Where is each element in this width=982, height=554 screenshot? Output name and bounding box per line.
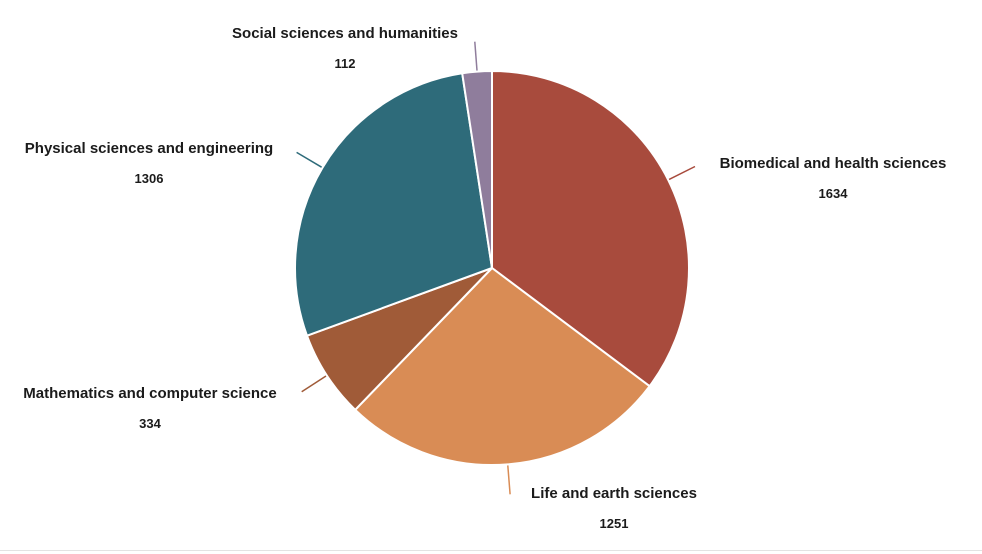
leader-line-3	[296, 151, 322, 168]
slice-value-text: 1634	[818, 185, 848, 201]
slice-value-text: 334	[139, 415, 161, 431]
slice-label-life-earth: Life and earth sciences 1251	[464, 485, 764, 531]
bottom-divider	[0, 550, 982, 551]
slice-label-biomedical: Biomedical and health sciences 1634	[690, 155, 976, 201]
slice-label-mathematics: Mathematics and computer science 334	[0, 385, 300, 431]
pie-slice-4[interactable]	[461, 70, 493, 269]
slice-label-text: Physical sciences and engineering	[24, 140, 274, 157]
slice-value-text: 112	[334, 55, 356, 71]
slice-value-text: 1251	[599, 515, 629, 531]
pie-slice-0[interactable]	[491, 70, 690, 388]
slice-label-social: Social sciences and humanities 112	[185, 25, 505, 71]
slice-label-text: Life and earth sciences	[531, 485, 697, 502]
leader-line-4	[474, 41, 478, 71]
slice-value-text: 1306	[134, 170, 164, 186]
slice-label-text: Social sciences and humanities	[232, 25, 458, 42]
slice-label-text: Biomedical and health sciences	[719, 155, 947, 172]
leader-line-2	[301, 375, 327, 393]
leader-line-1	[507, 465, 511, 495]
slice-label-text: Mathematics and computer science	[23, 385, 277, 402]
slice-label-physical: Physical sciences and engineering 1306	[0, 140, 298, 186]
leader-line-0	[668, 165, 696, 181]
pie-slice-1[interactable]	[354, 267, 651, 467]
pie-slice-3[interactable]	[294, 72, 493, 337]
